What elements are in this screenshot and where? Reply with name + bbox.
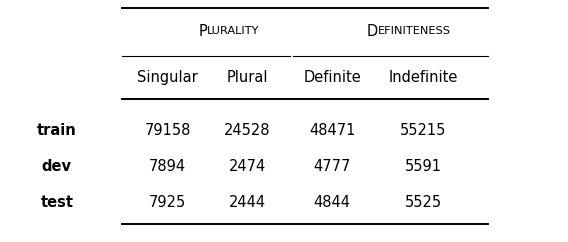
Text: D: D (366, 24, 378, 39)
Text: Plural: Plural (226, 70, 268, 85)
Text: 5525: 5525 (404, 195, 442, 210)
Text: P: P (199, 24, 207, 39)
Text: train: train (37, 123, 77, 138)
Text: Definite: Definite (303, 70, 361, 85)
Text: 79158: 79158 (144, 123, 191, 138)
Text: Singular: Singular (137, 70, 198, 85)
Text: dev: dev (42, 159, 72, 174)
Text: test: test (40, 195, 73, 210)
Text: 2474: 2474 (228, 159, 266, 174)
Text: 24528: 24528 (224, 123, 270, 138)
Text: 7925: 7925 (149, 195, 186, 210)
Text: 5591: 5591 (404, 159, 442, 174)
Text: 2444: 2444 (228, 195, 266, 210)
Text: 4844: 4844 (314, 195, 351, 210)
Text: 4777: 4777 (314, 159, 351, 174)
Text: LURALITY: LURALITY (207, 26, 260, 37)
Text: 55215: 55215 (400, 123, 446, 138)
Text: 48471: 48471 (309, 123, 356, 138)
Text: EFINITENESS: EFINITENESS (378, 26, 451, 37)
Text: 7894: 7894 (149, 159, 186, 174)
Text: Indefinite: Indefinite (389, 70, 458, 85)
